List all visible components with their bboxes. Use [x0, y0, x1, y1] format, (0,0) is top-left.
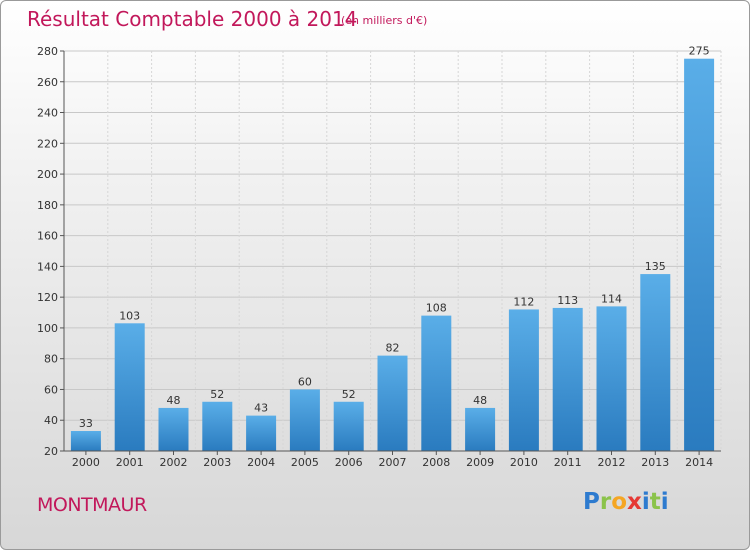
bar-2011 [552, 307, 583, 451]
value-label: 52 [342, 388, 356, 401]
y-tick-label: 240 [37, 107, 58, 120]
x-tick-label: 2013 [641, 456, 669, 469]
bar-2012 [596, 306, 627, 451]
value-label: 82 [386, 342, 400, 355]
bar-2007 [377, 355, 408, 451]
bar-2001 [114, 323, 145, 451]
logo-letter: t [649, 489, 661, 515]
x-tick-label: 2004 [247, 456, 275, 469]
logo-letter: o [611, 489, 628, 515]
logo-letter: P [583, 489, 600, 515]
bar-2008 [421, 315, 452, 451]
y-tick-label: 40 [44, 414, 58, 427]
x-tick-label: 2007 [379, 456, 407, 469]
chart-title: Résultat Comptable 2000 à 2014 [27, 7, 358, 31]
y-tick-label: 100 [37, 322, 58, 335]
x-tick-label: 2010 [510, 456, 538, 469]
y-tick-label: 280 [37, 45, 58, 58]
y-tick-label: 260 [37, 76, 58, 89]
logo-letter: r [599, 489, 612, 515]
y-tick-label: 120 [37, 291, 58, 304]
value-label: 114 [601, 292, 622, 305]
value-label: 48 [473, 394, 487, 407]
x-tick-label: 2005 [291, 456, 319, 469]
location-name: MONTMAUR [37, 494, 147, 516]
x-tick-label: 2003 [203, 456, 231, 469]
x-tick-label: 2008 [422, 456, 450, 469]
x-tick-label: 2001 [116, 456, 144, 469]
bar-2006 [333, 401, 364, 451]
value-label: 135 [645, 260, 666, 273]
y-tick-label: 60 [44, 383, 58, 396]
axes: 20 40 60 80 100 120 140 160 180 200 220 240 260 280 20… [37, 45, 721, 469]
y-tick-label: 220 [37, 137, 58, 150]
y-tick-label: 180 [37, 199, 58, 212]
value-label: 275 [689, 45, 710, 58]
x-tick-label: 2012 [598, 456, 626, 469]
bar-2013 [640, 274, 671, 451]
bar-2010 [508, 309, 539, 451]
x-tick-label: 2002 [160, 456, 188, 469]
logo-letter: i [641, 489, 650, 515]
value-label: 103 [119, 309, 140, 322]
value-label: 52 [210, 388, 224, 401]
bar-2003 [202, 401, 233, 451]
logo-letter: i [660, 489, 669, 515]
y-tick-label: 160 [37, 230, 58, 243]
bar-2000 [70, 431, 101, 451]
value-label: 108 [426, 302, 447, 315]
x-tick-label: 2009 [466, 456, 494, 469]
x-tick-label: 2014 [685, 456, 713, 469]
y-tick-label: 140 [37, 260, 58, 273]
bar-2014 [684, 58, 715, 451]
y-tick-label: 80 [44, 353, 58, 366]
value-label: 48 [167, 394, 181, 407]
bars: 33 103 48 52 43 60 52 82 108 48 112 113 114 135 275 [70, 45, 715, 451]
chart-subtitle: (en milliers d'€) [341, 14, 428, 27]
x-tick-label: 2006 [335, 456, 363, 469]
bar-2009 [465, 407, 496, 451]
bar-2005 [289, 389, 320, 451]
proxiti-logo: Proxiti [583, 489, 669, 515]
x-tick-label: 2011 [554, 456, 582, 469]
value-label: 33 [79, 417, 93, 430]
value-label: 112 [513, 295, 534, 308]
logo-letter: x [627, 489, 642, 515]
y-tick-label: 200 [37, 168, 58, 181]
y-tick-label: 20 [44, 445, 58, 458]
value-label: 43 [254, 402, 268, 415]
x-tick-label: 2000 [72, 456, 100, 469]
value-label: 113 [557, 294, 578, 307]
bar-2002 [158, 407, 189, 451]
bar-2004 [246, 415, 277, 451]
value-label: 60 [298, 375, 312, 388]
